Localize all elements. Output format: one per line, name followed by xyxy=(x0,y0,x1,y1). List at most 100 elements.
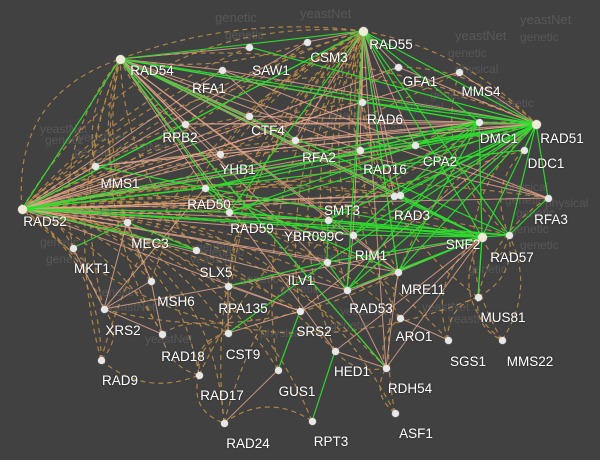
edge-physical[interactable] xyxy=(306,30,364,43)
edge-genetic[interactable] xyxy=(21,208,313,422)
edge-physical[interactable] xyxy=(103,308,163,335)
edge-coexpression[interactable] xyxy=(327,121,480,221)
node-rad18[interactable] xyxy=(158,330,166,338)
edge-coexpression[interactable] xyxy=(478,121,483,238)
node-ctf4[interactable] xyxy=(245,112,253,120)
edge-coexpression[interactable] xyxy=(352,123,537,236)
edge-coexpression[interactable] xyxy=(326,236,483,263)
edge-coexpression[interactable] xyxy=(21,58,121,210)
node-yhb1[interactable] xyxy=(216,150,224,158)
node-mms1[interactable] xyxy=(91,162,99,170)
edge-coexpression[interactable] xyxy=(21,123,537,210)
edge-physical[interactable] xyxy=(119,58,336,352)
node-hed1[interactable] xyxy=(331,347,339,355)
node-mec3[interactable] xyxy=(123,218,131,226)
edge-coexpression[interactable] xyxy=(397,121,480,273)
edge-genetic[interactable] xyxy=(21,123,186,210)
edge-genetic[interactable] xyxy=(21,46,250,210)
edge-genetic[interactable] xyxy=(21,201,401,319)
edge-physical[interactable] xyxy=(227,285,301,312)
edge-coexpression[interactable] xyxy=(72,221,128,249)
edge-physical[interactable] xyxy=(21,208,328,263)
edge-genetic[interactable] xyxy=(359,30,401,196)
node-rad52[interactable] xyxy=(17,204,27,214)
edge-coexpression[interactable] xyxy=(362,30,510,236)
node-rpb2[interactable] xyxy=(181,120,189,128)
node-saw1[interactable] xyxy=(245,43,253,51)
node-rad53[interactable] xyxy=(343,286,351,294)
node-rad3[interactable] xyxy=(396,191,404,199)
edge-coexpression[interactable] xyxy=(481,123,537,238)
edge-genetic[interactable] xyxy=(100,359,200,384)
edge-physical[interactable] xyxy=(362,30,401,196)
edge-coexpression[interactable] xyxy=(393,195,483,238)
node-mms22[interactable] xyxy=(498,336,506,344)
edge-physical[interactable] xyxy=(94,121,480,167)
edge-physical[interactable] xyxy=(21,208,128,223)
edge-coexpression[interactable] xyxy=(481,234,510,238)
node-slx5[interactable] xyxy=(192,246,200,254)
edge-physical[interactable] xyxy=(334,350,387,369)
edge-genetic[interactable] xyxy=(94,30,364,167)
edge-genetic[interactable] xyxy=(223,406,313,424)
node-rad24[interactable] xyxy=(220,419,228,427)
edge-physical[interactable] xyxy=(362,30,416,146)
edge-coexpression[interactable] xyxy=(228,211,354,236)
edge-coexpression[interactable] xyxy=(21,121,480,210)
node-rad50[interactable] xyxy=(201,184,209,192)
edge-coexpression[interactable] xyxy=(508,123,537,236)
node-rad9[interactable] xyxy=(97,356,105,364)
edge-physical[interactable] xyxy=(223,369,279,424)
edge-genetic[interactable] xyxy=(476,296,503,341)
edge-genetic[interactable] xyxy=(21,208,225,424)
edge-coexpression[interactable] xyxy=(227,261,328,334)
node-rdh54[interactable] xyxy=(382,364,390,372)
edge-coexpression[interactable] xyxy=(359,121,480,151)
node-rim1[interactable] xyxy=(349,231,357,239)
edge-coexpression[interactable] xyxy=(21,208,197,251)
node-rad6[interactable] xyxy=(358,98,366,106)
edge-genetic[interactable] xyxy=(21,206,128,223)
edge-physical[interactable] xyxy=(103,285,229,310)
edge-genetic[interactable] xyxy=(21,208,336,352)
edge-coexpression[interactable] xyxy=(277,310,301,371)
node-rpa135[interactable] xyxy=(224,282,232,290)
edge-physical[interactable] xyxy=(184,121,480,125)
edge-coexpression[interactable] xyxy=(478,121,537,125)
edge-genetic[interactable] xyxy=(119,26,364,60)
edge-coexpression[interactable] xyxy=(204,123,537,189)
edge-coexpression[interactable] xyxy=(94,165,206,189)
edge-coexpression[interactable] xyxy=(204,187,230,213)
edge-coexpression[interactable] xyxy=(119,58,537,125)
edge-coexpression[interactable] xyxy=(359,123,537,151)
node-gus1[interactable] xyxy=(274,366,282,374)
edge-coexpression[interactable] xyxy=(362,30,480,123)
edge-coexpression[interactable] xyxy=(126,221,197,251)
edge-genetic[interactable] xyxy=(109,58,163,335)
edge-physical[interactable] xyxy=(227,310,301,334)
edge-genetic[interactable] xyxy=(294,30,364,141)
edge-genetic[interactable] xyxy=(21,69,223,210)
edge-genetic[interactable] xyxy=(103,271,399,324)
edge-physical[interactable] xyxy=(21,195,395,210)
edge-coexpression[interactable] xyxy=(477,236,483,298)
edge-genetic[interactable] xyxy=(119,58,197,251)
edge-genetic[interactable] xyxy=(228,30,364,213)
edge-coexpression[interactable] xyxy=(119,58,483,238)
node-mms4[interactable] xyxy=(455,68,463,76)
edge-physical[interactable] xyxy=(119,58,221,155)
node-rfa3[interactable] xyxy=(544,194,552,202)
node-rad59[interactable] xyxy=(225,208,233,216)
node-smt3[interactable] xyxy=(390,192,398,200)
edge-genetic[interactable] xyxy=(67,58,121,249)
node-rad16[interactable] xyxy=(356,146,364,154)
edge-coexpression[interactable] xyxy=(311,350,336,422)
edge-physical[interactable] xyxy=(72,247,105,310)
edge-physical[interactable] xyxy=(399,236,483,319)
node-rfa1[interactable] xyxy=(218,66,226,74)
node-gfa1[interactable] xyxy=(394,63,402,71)
edge-physical[interactable] xyxy=(227,236,483,287)
edge-genetic[interactable] xyxy=(468,236,503,341)
edge-genetic[interactable] xyxy=(294,30,364,312)
edge-physical[interactable] xyxy=(385,236,483,369)
